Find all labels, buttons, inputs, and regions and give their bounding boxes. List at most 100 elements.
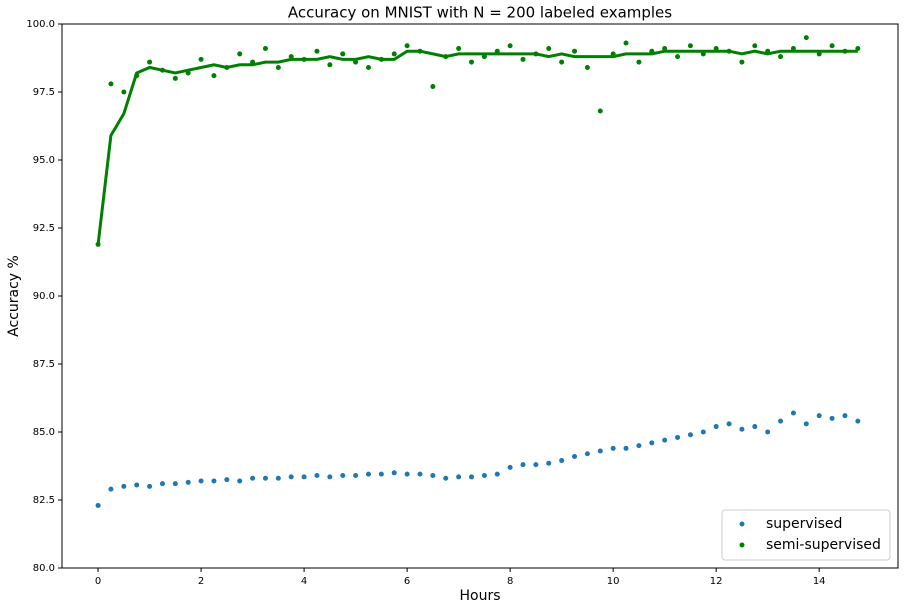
point: [765, 48, 771, 54]
point: [288, 54, 294, 60]
point: [533, 462, 539, 468]
point: [572, 48, 578, 54]
point: [803, 421, 809, 427]
point: [520, 462, 526, 468]
point: [623, 40, 629, 46]
point: [147, 483, 153, 489]
point: [675, 434, 681, 440]
point: [739, 426, 745, 432]
legend-label: semi-supervised: [766, 537, 881, 553]
point: [584, 65, 590, 71]
point: [559, 59, 565, 65]
point: [430, 473, 436, 479]
x-tick-label: 2: [198, 576, 204, 587]
y-tick-label: 87.5: [33, 359, 55, 370]
point: [327, 474, 333, 480]
point: [250, 475, 256, 481]
point: [662, 45, 668, 51]
point: [469, 59, 475, 65]
point: [172, 75, 178, 81]
y-tick-label: 90.0: [33, 291, 55, 302]
point: [662, 437, 668, 443]
y-tick-label: 80.0: [33, 563, 55, 574]
point: [546, 45, 552, 51]
y-tick-label: 100.0: [26, 19, 55, 30]
point: [353, 59, 359, 65]
point: [481, 54, 487, 60]
point: [262, 45, 268, 51]
point: [443, 475, 449, 481]
point: [365, 65, 371, 71]
point: [340, 51, 346, 57]
point: [700, 429, 706, 435]
point: [159, 481, 165, 487]
point: [675, 54, 681, 60]
point: [649, 440, 655, 446]
point: [121, 89, 127, 95]
point: [829, 43, 835, 49]
point: [314, 473, 320, 479]
point: [108, 486, 114, 492]
point: [610, 51, 616, 57]
point: [752, 43, 758, 49]
point: [559, 458, 565, 464]
point: [211, 73, 217, 79]
point: [778, 54, 784, 60]
x-tick-label: 4: [301, 576, 307, 587]
point: [842, 48, 848, 54]
point: [391, 470, 397, 476]
point: [687, 43, 693, 49]
point: [314, 48, 320, 54]
chart-title: Accuracy on MNIST with N = 200 labeled e…: [288, 4, 672, 22]
legend-marker: [739, 521, 745, 527]
point: [365, 471, 371, 477]
y-tick-label: 85.0: [33, 427, 55, 438]
point: [494, 48, 500, 54]
legend-marker: [739, 542, 745, 548]
point: [855, 418, 861, 424]
point: [713, 45, 719, 51]
point: [520, 56, 526, 62]
point: [610, 445, 616, 451]
point: [494, 471, 500, 477]
point: [636, 443, 642, 449]
y-tick-label: 92.5: [33, 223, 55, 234]
x-tick-label: 10: [607, 576, 620, 587]
plot-frame: [61, 23, 899, 569]
point: [211, 478, 217, 484]
trend-line: [96, 49, 858, 245]
y-tick-label: 97.5: [33, 87, 55, 98]
x-tick-label: 14: [813, 576, 826, 587]
point: [765, 429, 771, 435]
point: [855, 45, 861, 51]
point: [597, 108, 603, 114]
point: [803, 35, 809, 41]
point: [713, 424, 719, 430]
point: [623, 445, 629, 451]
point: [443, 54, 449, 60]
point: [417, 471, 423, 477]
point: [95, 241, 101, 247]
point: [469, 474, 475, 480]
point: [481, 473, 487, 479]
point: [185, 70, 191, 76]
point: [790, 410, 796, 416]
point: [829, 415, 835, 421]
point: [739, 59, 745, 65]
point: [262, 475, 268, 481]
x-tick-label: 12: [710, 576, 723, 587]
point: [533, 51, 539, 57]
point: [353, 473, 359, 479]
point: [816, 413, 822, 419]
point: [649, 48, 655, 54]
point: [301, 56, 307, 62]
point: [816, 51, 822, 57]
point: [790, 45, 796, 51]
point: [134, 73, 140, 79]
point: [417, 48, 423, 54]
point: [430, 84, 436, 90]
point: [584, 451, 590, 457]
point: [134, 482, 140, 488]
legend-box: [721, 509, 891, 561]
point: [327, 62, 333, 68]
